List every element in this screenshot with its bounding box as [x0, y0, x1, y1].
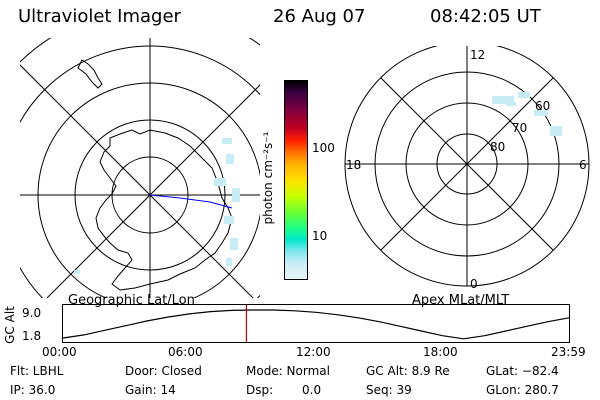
aurora-emission [492, 92, 562, 136]
gc-alt-label: GC Alt: 8.9 Re [366, 364, 450, 378]
glat-label: GLat: −82.4 [486, 364, 559, 378]
altitude-xtick-1200: 12:00 [296, 345, 331, 359]
geographic-map [20, 38, 260, 298]
altitude-xtick-0000: 00:00 [42, 345, 77, 359]
mlt-label-6: 6 [579, 158, 587, 172]
mlt-label-12: 12 [470, 48, 486, 62]
lat-circle-40 [20, 38, 260, 63]
gain-label: Gain: 14 [125, 383, 176, 397]
satellite-track [149, 194, 233, 209]
mlt-label-0: 0 [470, 277, 478, 291]
altitude-ytick-max: 9.0 [22, 306, 42, 320]
sequence-label: Seq: 39 [366, 383, 412, 397]
colorbar-tick-10: 10 [312, 229, 328, 243]
filter-label: Flt: LBHL [10, 364, 64, 378]
colorbar [284, 80, 308, 280]
mlat-label-60: 60 [535, 99, 551, 113]
instrument-title: Ultraviolet Imager [18, 6, 181, 27]
date-label: 26 Aug 07 [273, 6, 366, 27]
altitude-plot-frame [62, 304, 570, 343]
mlt-label-18: 18 [346, 158, 362, 172]
dsp-value: 0.0 [302, 383, 322, 397]
altitude-xtick-1800: 18:00 [423, 345, 458, 359]
mode-label: Mode: Normal [246, 364, 330, 378]
south-america-coast [77, 59, 103, 89]
colorbar-unit-label: photon cm⁻²s⁻¹ [261, 131, 275, 225]
altitude-plot [62, 304, 570, 343]
ip-label: IP: 36.0 [10, 383, 56, 397]
aurora-emission [74, 138, 240, 274]
mlt-line [380, 77, 554, 251]
mlat-mlt-map [344, 46, 590, 287]
mlat-label-70: 70 [512, 121, 528, 135]
dsp-label: Dsp: [246, 383, 274, 397]
time-label: 08:42:05 UT [430, 6, 541, 27]
antarctica-coastline [95, 129, 233, 291]
altitude-xtick-2359: 23:59 [551, 345, 586, 359]
altitude-xtick-0600: 06:00 [168, 345, 203, 359]
glon-label: GLon: 280.7 [486, 383, 559, 397]
door-label: Door: Closed [125, 364, 202, 378]
mlat-label-80: 80 [490, 140, 506, 154]
altitude-curve [62, 309, 570, 340]
colorbar-tick-100: 100 [312, 141, 335, 155]
altitude-ylabel: GC Alt [3, 306, 17, 344]
altitude-ytick-min: 1.8 [22, 329, 42, 343]
